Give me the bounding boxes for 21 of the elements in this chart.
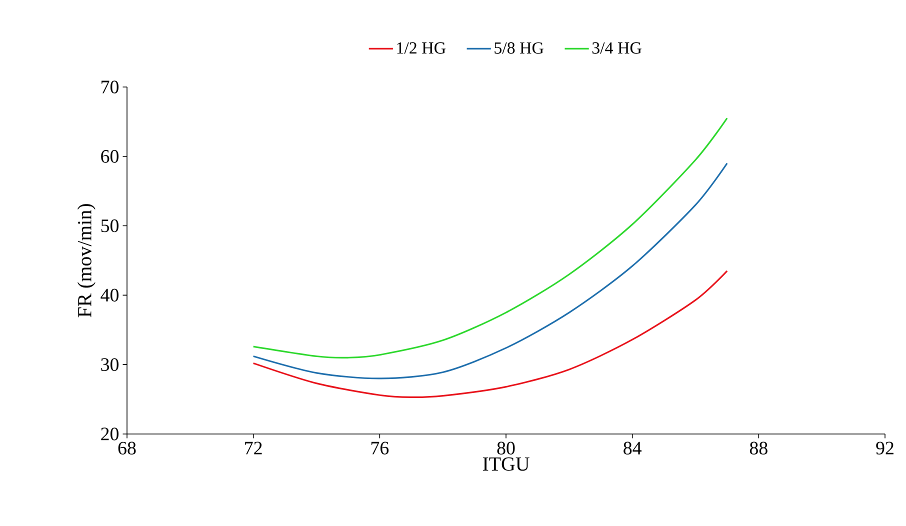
y-tick-label: 70 xyxy=(102,80,119,94)
x-tick-label: 92 xyxy=(876,442,894,454)
line-series xyxy=(252,162,728,380)
line-series xyxy=(252,270,728,398)
x-axis-title: ITGU xyxy=(482,457,530,471)
legend-label: 1/2 HG xyxy=(397,42,446,54)
x-tick-label: 88 xyxy=(750,442,768,455)
x-tick-label: 80 xyxy=(497,442,515,455)
y-tick-label: 20 xyxy=(101,428,119,440)
line-series xyxy=(252,117,728,359)
y-tick-label: 50 xyxy=(101,219,119,232)
y-tick-label: 30 xyxy=(101,358,119,371)
x-tick-label: 84 xyxy=(624,442,642,455)
x-tick-label: 76 xyxy=(371,442,389,454)
y-tick-label: 40 xyxy=(100,288,119,302)
x-tick-label: 72 xyxy=(245,442,262,454)
x-tick-label: 68 xyxy=(118,442,136,455)
y-tick-label: 60 xyxy=(101,150,119,163)
legend-label: 3/4 HG xyxy=(592,42,642,54)
y-axis-title: FR (mov/min) xyxy=(77,204,96,318)
legend-label: 5/8 HG xyxy=(494,42,544,54)
